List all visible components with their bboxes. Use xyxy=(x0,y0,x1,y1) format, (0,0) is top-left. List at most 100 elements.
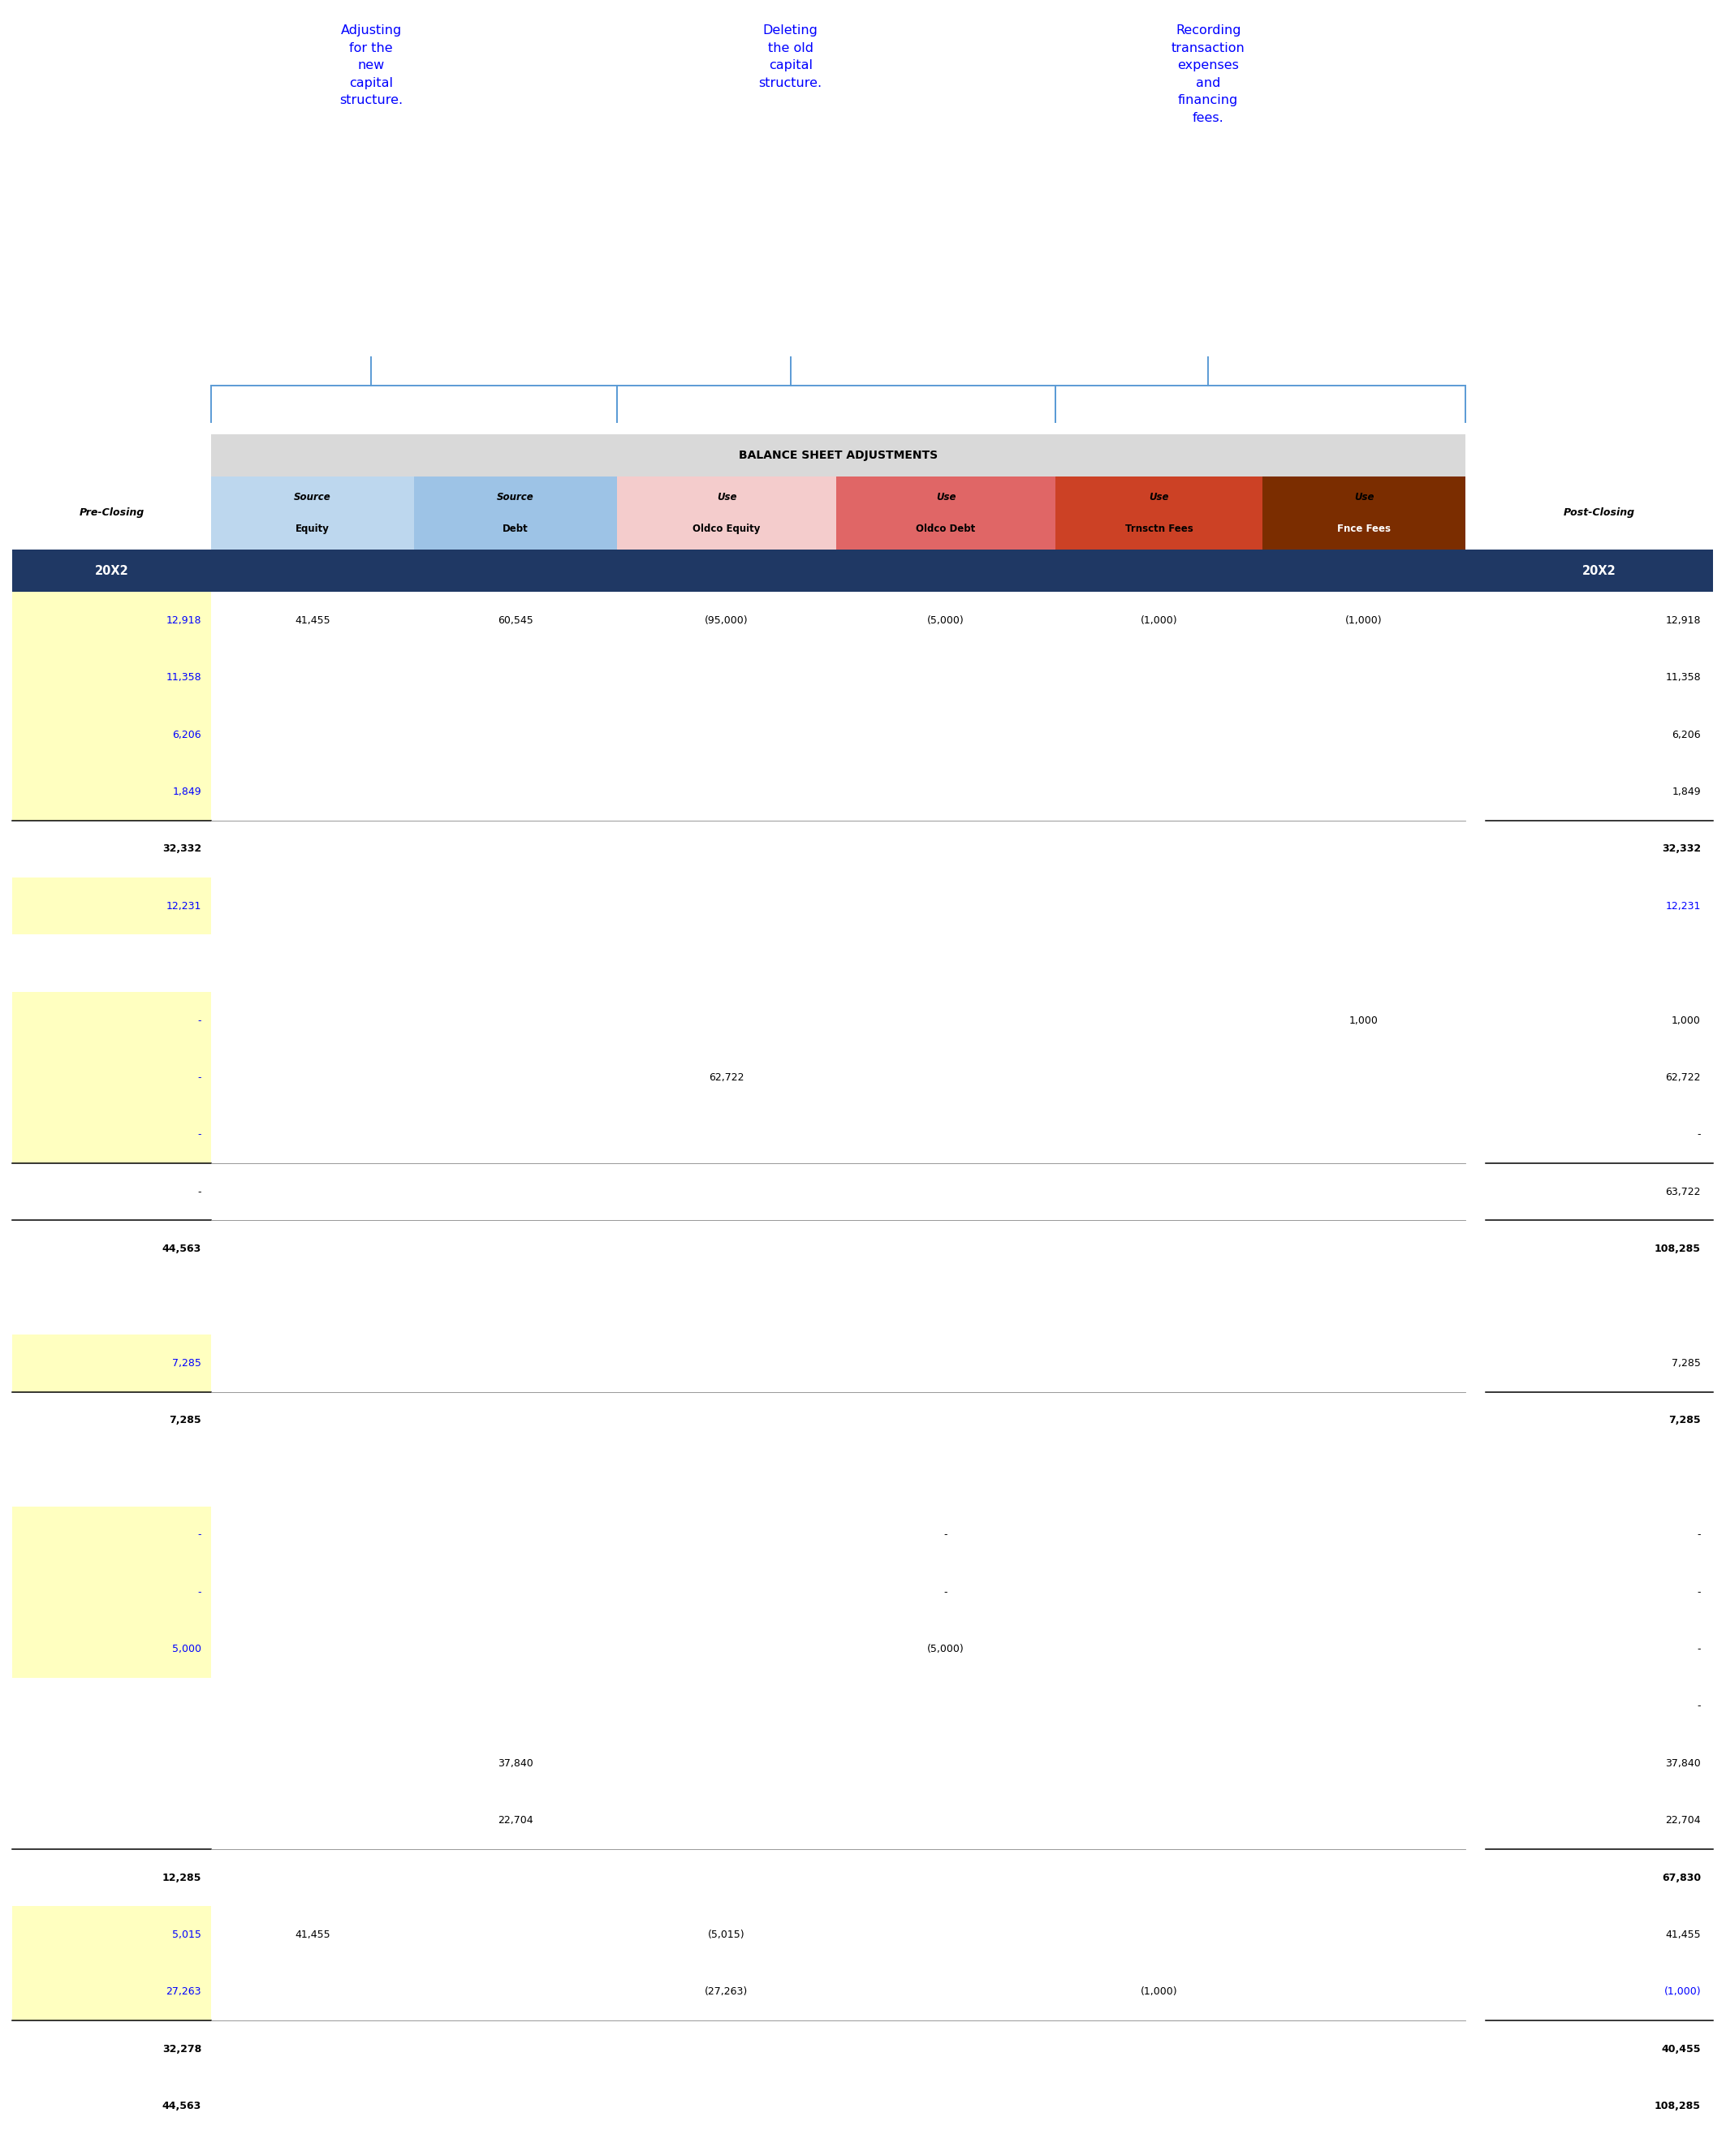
Text: (1,000): (1,000) xyxy=(1664,1986,1700,1996)
Bar xyxy=(12,992,211,1050)
Text: 12,285: 12,285 xyxy=(162,1871,202,1882)
Bar xyxy=(1262,476,1465,550)
Bar xyxy=(12,1906,211,1964)
Text: 1,849: 1,849 xyxy=(1672,787,1700,798)
Bar xyxy=(12,1507,211,1563)
Text: -: - xyxy=(198,1072,202,1082)
Text: 108,285: 108,285 xyxy=(1655,1244,1700,1255)
Text: Fnce Fees: Fnce Fees xyxy=(1338,524,1391,535)
Text: 32,278: 32,278 xyxy=(162,2044,202,2055)
Text: 6,206: 6,206 xyxy=(173,729,202,740)
Text: 41,455: 41,455 xyxy=(295,614,330,625)
Text: 20X2: 20X2 xyxy=(1583,565,1616,578)
Text: (5,015): (5,015) xyxy=(708,1930,746,1940)
Text: -: - xyxy=(198,1130,202,1141)
Text: 5,000: 5,000 xyxy=(173,1643,202,1654)
Text: 6,206: 6,206 xyxy=(1672,729,1700,740)
Bar xyxy=(12,1621,211,1677)
Text: Use: Use xyxy=(716,492,737,502)
Bar xyxy=(12,1335,211,1393)
Bar xyxy=(12,1563,211,1621)
Text: 12,231: 12,231 xyxy=(1666,901,1700,912)
Text: 11,358: 11,358 xyxy=(166,673,202,683)
Text: 41,455: 41,455 xyxy=(295,1930,330,1940)
Text: 40,455: 40,455 xyxy=(1662,2044,1700,2055)
Text: Use: Use xyxy=(1353,492,1374,502)
Text: Oldco Debt: Oldco Debt xyxy=(917,524,975,535)
Text: 20X2: 20X2 xyxy=(95,565,128,578)
Bar xyxy=(12,1964,211,2020)
Text: 67,830: 67,830 xyxy=(1662,1871,1700,1882)
Text: 37,840: 37,840 xyxy=(497,1757,533,1768)
Text: 44,563: 44,563 xyxy=(162,1244,202,1255)
Text: -: - xyxy=(198,1587,202,1598)
Text: 1,849: 1,849 xyxy=(173,787,202,798)
Text: 22,704: 22,704 xyxy=(497,1815,533,1826)
Text: (5,000): (5,000) xyxy=(927,1643,965,1654)
Text: Use: Use xyxy=(1150,492,1169,502)
Text: 37,840: 37,840 xyxy=(1666,1757,1700,1768)
Text: Deleting
the old
capital
structure.: Deleting the old capital structure. xyxy=(759,24,822,88)
Text: 62,722: 62,722 xyxy=(709,1072,744,1082)
Bar xyxy=(12,705,211,763)
Text: 12,918: 12,918 xyxy=(166,614,202,625)
Text: 108,285: 108,285 xyxy=(1655,2102,1700,2111)
Bar xyxy=(835,476,1055,550)
Text: (1,000): (1,000) xyxy=(1345,614,1383,625)
Bar xyxy=(211,433,1465,476)
Bar xyxy=(12,1050,211,1106)
Text: 27,263: 27,263 xyxy=(166,1986,202,1996)
Text: Trnsctn Fees: Trnsctn Fees xyxy=(1125,524,1193,535)
Text: (27,263): (27,263) xyxy=(704,1986,749,1996)
Bar xyxy=(616,476,835,550)
Text: Post-Closing: Post-Closing xyxy=(1564,509,1635,517)
Bar xyxy=(1055,476,1262,550)
Text: -: - xyxy=(1697,1643,1700,1654)
Bar xyxy=(12,1106,211,1164)
Text: -: - xyxy=(198,1015,202,1026)
Text: -: - xyxy=(1697,1529,1700,1539)
Text: Use: Use xyxy=(935,492,956,502)
Text: 32,332: 32,332 xyxy=(1662,843,1700,854)
Text: 62,722: 62,722 xyxy=(1666,1072,1700,1082)
Bar xyxy=(211,476,414,550)
Text: Oldco Equity: Oldco Equity xyxy=(692,524,761,535)
Text: Source: Source xyxy=(497,492,533,502)
Text: -: - xyxy=(198,1186,202,1197)
Text: 7,285: 7,285 xyxy=(169,1414,202,1425)
Bar xyxy=(12,550,1712,591)
Bar xyxy=(12,877,211,936)
Text: 41,455: 41,455 xyxy=(1666,1930,1700,1940)
Text: BALANCE SHEET ADJUSTMENTS: BALANCE SHEET ADJUSTMENTS xyxy=(739,451,937,461)
Text: 7,285: 7,285 xyxy=(173,1358,202,1369)
Text: (95,000): (95,000) xyxy=(704,614,749,625)
Text: 1,000: 1,000 xyxy=(1350,1015,1379,1026)
Text: 7,285: 7,285 xyxy=(1672,1358,1700,1369)
Text: 11,358: 11,358 xyxy=(1666,673,1700,683)
Text: 22,704: 22,704 xyxy=(1666,1815,1700,1826)
Text: (1,000): (1,000) xyxy=(1141,614,1177,625)
Bar xyxy=(12,649,211,705)
Text: -: - xyxy=(1697,1701,1700,1712)
Text: (1,000): (1,000) xyxy=(1141,1986,1177,1996)
Text: -: - xyxy=(198,1529,202,1539)
Text: 63,722: 63,722 xyxy=(1666,1186,1700,1197)
Text: Equity: Equity xyxy=(295,524,330,535)
Text: -: - xyxy=(1697,1587,1700,1598)
Text: 12,231: 12,231 xyxy=(166,901,202,912)
Text: 7,285: 7,285 xyxy=(1669,1414,1700,1425)
Text: Source: Source xyxy=(293,492,331,502)
Text: 1,000: 1,000 xyxy=(1672,1015,1700,1026)
Text: -: - xyxy=(1697,1130,1700,1141)
Text: -: - xyxy=(944,1529,948,1539)
Text: Debt: Debt xyxy=(502,524,528,535)
Bar xyxy=(12,763,211,821)
Bar xyxy=(414,476,616,550)
Text: Recording
transaction
expenses
and
financing
fees.: Recording transaction expenses and finan… xyxy=(1172,24,1244,125)
Text: 44,563: 44,563 xyxy=(162,2102,202,2111)
Text: 32,332: 32,332 xyxy=(162,843,202,854)
Text: (5,000): (5,000) xyxy=(927,614,965,625)
Text: -: - xyxy=(944,1587,948,1598)
Text: 60,545: 60,545 xyxy=(497,614,533,625)
Text: 12,918: 12,918 xyxy=(1666,614,1700,625)
